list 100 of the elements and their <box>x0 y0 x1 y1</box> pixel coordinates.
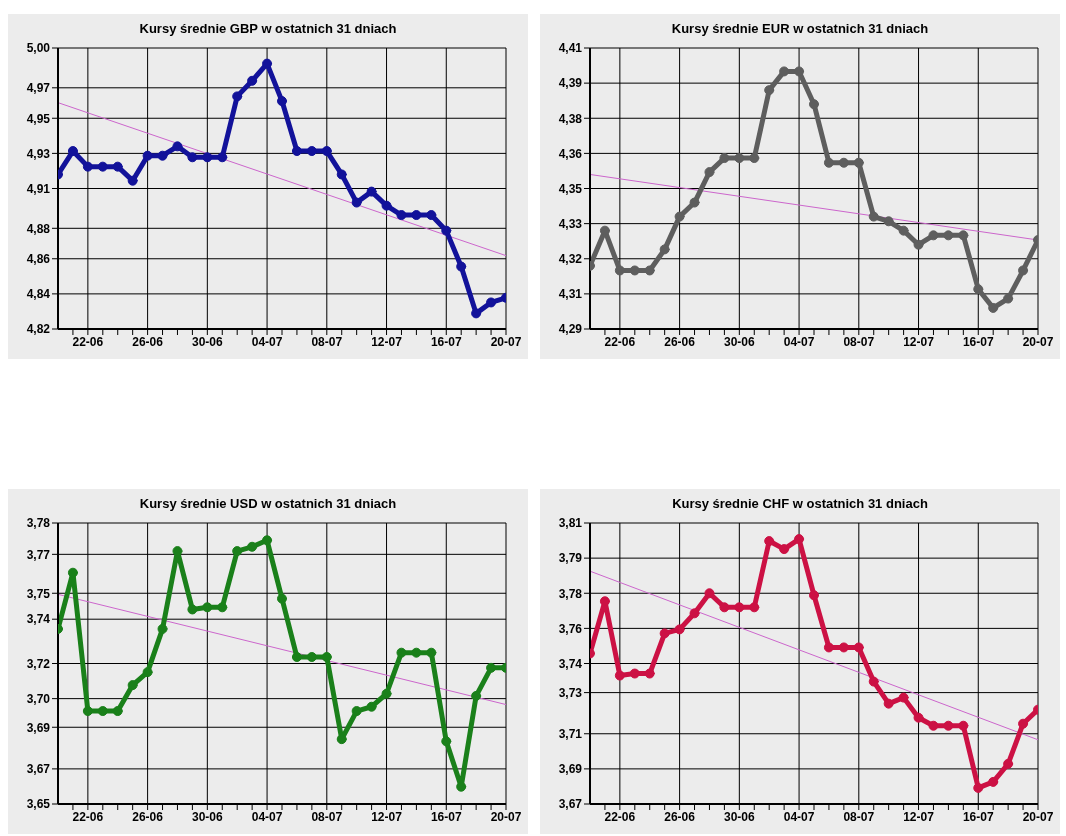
y-tick-label: 4,82 <box>26 322 51 337</box>
point <box>838 157 849 168</box>
point <box>306 146 317 157</box>
x-tick-label: 22-06 <box>72 334 104 349</box>
point <box>1003 758 1014 769</box>
x-tick-label: 26-06 <box>132 809 164 824</box>
y-tick-label: 3,74 <box>558 656 583 671</box>
point <box>471 308 482 319</box>
x-tick-label: 04-07 <box>251 809 283 824</box>
point <box>202 602 213 613</box>
point <box>321 652 332 663</box>
point <box>823 642 834 653</box>
point <box>764 85 775 96</box>
point <box>142 667 153 678</box>
point <box>351 706 362 717</box>
point <box>898 225 909 236</box>
x-tick-label: 12-07 <box>903 809 935 824</box>
y-tick-label: 4,33 <box>558 216 583 231</box>
point <box>336 169 347 180</box>
y-tick-label: 3,72 <box>26 656 51 671</box>
point <box>366 186 377 197</box>
y-tick-label: 3,67 <box>558 797 583 812</box>
y-tick-label: 3,79 <box>558 551 583 566</box>
chart-title: Kursy średnie EUR w ostatnich 31 dniach <box>670 21 930 36</box>
y-tick-label: 3,77 <box>26 547 51 562</box>
point <box>172 141 183 152</box>
point <box>97 706 108 717</box>
point <box>127 175 138 186</box>
point <box>471 690 482 701</box>
point <box>97 161 108 172</box>
point <box>928 230 939 241</box>
x-tick-label: 16-07 <box>430 334 462 349</box>
y-tick-label: 4,95 <box>26 111 51 126</box>
point <box>217 152 228 163</box>
y-tick-label: 3,76 <box>558 621 583 636</box>
point <box>853 642 864 653</box>
point <box>456 261 467 272</box>
point <box>67 567 78 578</box>
point <box>411 210 422 221</box>
x-tick-label: 12-07 <box>371 809 403 824</box>
point <box>426 647 437 658</box>
y-tick-label: 3,78 <box>558 586 583 601</box>
point <box>262 535 273 546</box>
point <box>779 544 790 555</box>
point <box>306 652 317 663</box>
point <box>809 590 819 601</box>
point <box>82 706 93 717</box>
x-tick-label: 22-06 <box>604 334 636 349</box>
x-tick-label: 26-06 <box>664 334 696 349</box>
point <box>291 652 302 663</box>
x-tick-label: 04-07 <box>251 334 283 349</box>
x-tick-label: 20-07 <box>1022 334 1054 349</box>
point <box>853 157 864 168</box>
point <box>898 692 909 703</box>
y-tick-label: 3,70 <box>26 691 51 706</box>
point <box>247 541 258 552</box>
point <box>868 211 879 222</box>
y-tick-label: 3,71 <box>558 727 583 742</box>
point <box>614 265 625 276</box>
point <box>321 146 332 157</box>
x-tick-label: 16-07 <box>430 809 462 824</box>
point <box>928 720 939 731</box>
x-tick-label: 26-06 <box>664 809 696 824</box>
point <box>142 150 153 161</box>
y-tick-label: 3,65 <box>26 797 51 812</box>
point <box>1018 718 1029 729</box>
point <box>262 58 273 69</box>
point <box>809 99 819 110</box>
point <box>411 647 422 658</box>
x-tick-label: 16-07 <box>962 334 994 349</box>
y-tick-label: 4,32 <box>558 252 583 267</box>
x-tick-label: 04-07 <box>783 334 815 349</box>
y-tick-label: 3,74 <box>26 612 51 627</box>
x-tick-label: 30-06 <box>191 809 223 824</box>
point <box>674 624 685 635</box>
point <box>913 239 924 250</box>
point <box>779 66 790 77</box>
point <box>486 297 497 308</box>
x-tick-label: 16-07 <box>962 809 994 824</box>
point <box>794 66 805 77</box>
point <box>734 153 745 164</box>
point <box>396 210 407 221</box>
point <box>426 210 437 221</box>
point <box>659 628 670 639</box>
y-tick-label: 3,67 <box>26 762 51 777</box>
point <box>764 536 775 547</box>
point <box>644 265 655 276</box>
y-tick-label: 3,78 <box>26 516 51 531</box>
point <box>674 211 685 222</box>
point <box>719 602 730 613</box>
point <box>277 593 287 604</box>
y-tick-label: 4,35 <box>558 181 583 196</box>
point <box>217 602 228 613</box>
point <box>973 284 984 295</box>
point <box>913 712 924 723</box>
point <box>157 150 168 161</box>
point <box>883 216 894 227</box>
point <box>988 776 999 787</box>
x-tick-label: 30-06 <box>723 334 755 349</box>
y-tick-label: 4,91 <box>26 181 51 196</box>
